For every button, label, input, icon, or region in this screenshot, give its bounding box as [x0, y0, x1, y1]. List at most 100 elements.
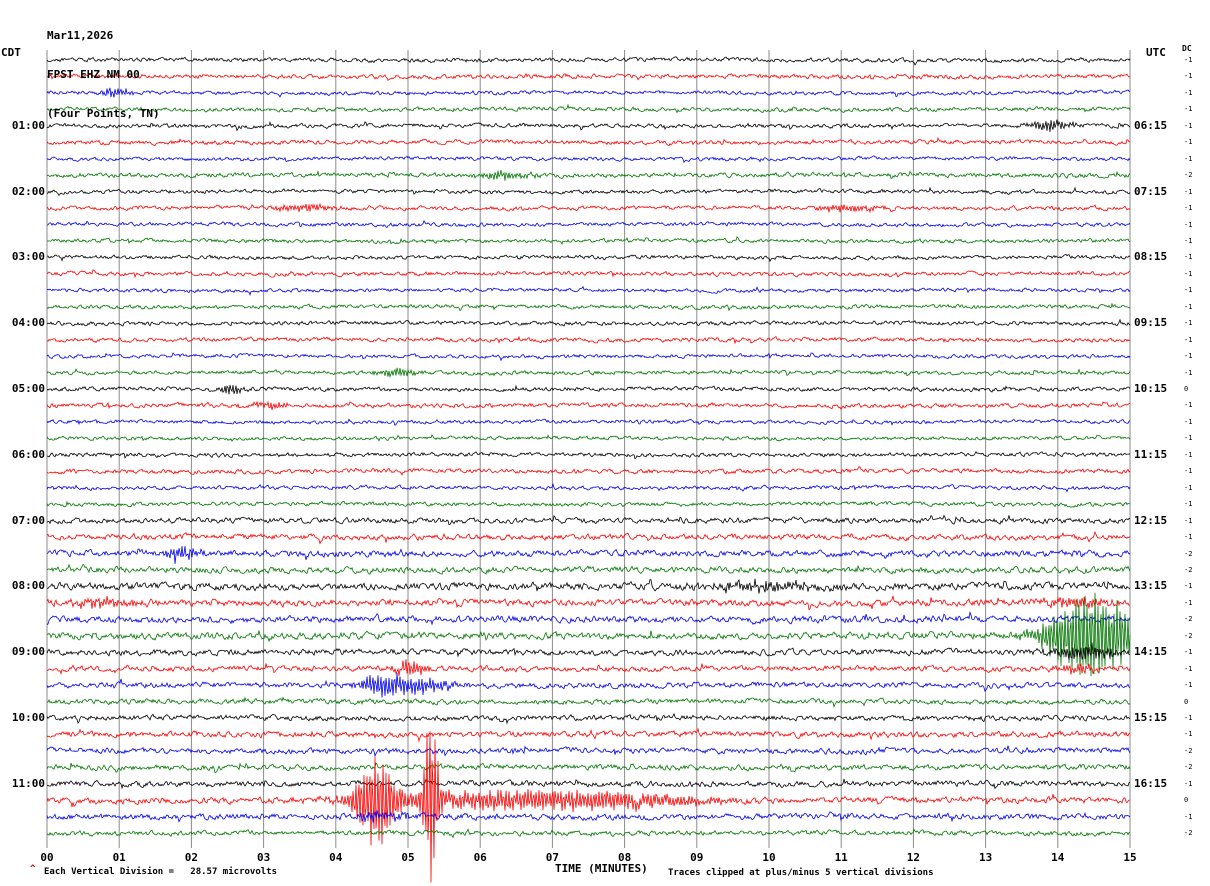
seismogram-trace-row-7: [46, 169, 1131, 181]
clipping-note: Traces clipped at plus/minus 5 vertical …: [668, 868, 934, 878]
seismogram-trace-row-34: [46, 610, 1131, 626]
x-tick-label: 04: [329, 851, 343, 864]
left-time-label: 01:00: [11, 118, 45, 132]
seismogram-trace-row-39: [46, 696, 1131, 708]
dc-offset-value: 0: [1184, 796, 1189, 805]
left-time-label: 05:00: [11, 382, 45, 395]
seismogram-trace-row-2: [46, 87, 1131, 98]
vertical-scale-note: Each Vertical Division = 28.57 microvolt…: [44, 867, 277, 877]
x-tick-label: 11: [834, 851, 848, 864]
seismogram-trace-row-6: [46, 155, 1131, 164]
seismogram-trace-row-13: [46, 269, 1131, 279]
seismogram-trace-row-40: [46, 712, 1131, 725]
seismogram-trace-row-3: [46, 103, 1131, 114]
right-timezone-label: UTC: [1146, 46, 1166, 59]
dc-offset-header: DC: [1182, 44, 1192, 53]
header-station: FPST EHZ NM 00: [47, 68, 140, 81]
x-tick-label: 06: [473, 851, 487, 864]
seismogram-trace-row-43: [46, 762, 1131, 774]
seismogram-trace-row-25: [46, 466, 1131, 476]
dc-offset-value: -1: [1184, 286, 1193, 295]
dc-offset-value: -1: [1184, 335, 1193, 344]
x-tick-label: 05: [401, 851, 415, 864]
seismogram-trace-row-38: [46, 673, 1131, 698]
dc-offset-value: -2: [1184, 171, 1193, 180]
dc-offset-value: -1: [1184, 533, 1193, 542]
seismogram-trace-row-0: [46, 56, 1131, 66]
seismogram-trace-row-16: [46, 318, 1131, 327]
dc-offset-value: -1: [1184, 434, 1193, 443]
dc-offset-value: -1: [1184, 401, 1193, 410]
dc-offset-value: -2: [1184, 549, 1193, 558]
seismogram-trace-row-45: [46, 731, 1130, 883]
left-time-label: 03:00: [11, 250, 45, 264]
x-tick-label: 02: [184, 851, 199, 864]
right-time-label: 07:15: [1134, 184, 1168, 198]
seismogram-trace-row-36: [46, 642, 1131, 660]
dc-offset-value: -1: [1184, 467, 1193, 476]
dc-offset-value: -1: [1184, 187, 1193, 196]
left-time-label: 07:00: [11, 513, 45, 527]
seismogram-trace-row-47: [46, 828, 1131, 839]
dc-offset-value: -2: [1184, 746, 1193, 755]
seismogram-trace-row-20: [46, 384, 1131, 395]
seismogram-trace-row-18: [46, 352, 1131, 362]
red-tick-mark: ^: [30, 864, 36, 874]
dc-offset-value: -1: [1184, 72, 1193, 81]
seismogram-trace-row-24: [46, 450, 1131, 460]
x-axis-title: TIME (MINUTES): [555, 862, 648, 875]
header-date: Mar11,2026: [47, 29, 114, 42]
seismogram-trace-row-29: [46, 530, 1131, 545]
seismogram-trace-row-41: [46, 727, 1131, 743]
right-time-label: 09:15: [1134, 316, 1168, 330]
header-location: (Four Points, TN): [47, 107, 160, 120]
seismogram-trace-row-46: [46, 809, 1131, 823]
seismogram-trace-row-5: [46, 136, 1131, 147]
seismogram-trace-row-31: [46, 563, 1131, 575]
dc-offset-value: -1: [1184, 779, 1193, 788]
dc-offset-value: -1: [1184, 730, 1193, 739]
right-time-label: 08:15: [1134, 250, 1168, 264]
dc-offset-value: -1: [1184, 664, 1193, 673]
dc-offset-value: -2: [1184, 829, 1193, 838]
dc-offset-value: -1: [1184, 138, 1193, 147]
seismogram-trace-row-4: [46, 119, 1131, 132]
dc-offset-value: -1: [1184, 56, 1193, 64]
dc-offset-value: -1: [1184, 648, 1193, 657]
seismogram-trace-row-17: [46, 335, 1131, 345]
x-tick-label: 07: [545, 851, 560, 864]
seismogram-trace-row-11: [46, 236, 1131, 245]
right-time-label: 16:15: [1134, 776, 1168, 790]
seismogram-trace-row-22: [46, 418, 1131, 426]
seismogram-trace-row-8: [46, 186, 1131, 196]
seismogram-trace-row-9: [46, 202, 1131, 214]
right-time-label: 13:15: [1134, 579, 1168, 593]
left-timezone-label: CDT: [1, 46, 21, 59]
seismogram-trace-row-10: [46, 219, 1131, 229]
dc-offset-value: -1: [1184, 121, 1193, 130]
dc-offset-value: 0: [1184, 385, 1189, 393]
seismogram-trace-row-26: [46, 482, 1131, 493]
seismogram-trace-row-44: [46, 778, 1131, 790]
seismogram-trace-row-42: [46, 745, 1131, 758]
dc-offset-value: -2: [1184, 565, 1193, 574]
dc-offset-value: -1: [1184, 253, 1193, 262]
x-tick-label: 01: [112, 851, 126, 864]
seismogram-trace-row-14: [46, 285, 1131, 297]
x-tick-label: 12: [906, 851, 921, 864]
right-time-label: 11:15: [1134, 447, 1168, 461]
left-time-label: 08:00: [11, 579, 45, 593]
dc-offset-value: -1: [1184, 516, 1193, 525]
dc-offset-value: -1: [1184, 269, 1193, 278]
x-tick-label: 08: [617, 851, 632, 864]
dc-offset-value: -1: [1184, 681, 1193, 690]
dc-offset-value: -1: [1184, 302, 1193, 311]
dc-offset-value: -1: [1184, 582, 1193, 591]
dc-offset-value: -1: [1184, 812, 1193, 821]
right-time-label: 10:15: [1134, 382, 1168, 395]
right-time-label: 15:15: [1134, 711, 1168, 724]
dc-offset-value: -1: [1184, 368, 1193, 377]
dc-offset-value: -1: [1184, 714, 1193, 722]
x-tick-label: 03: [256, 851, 271, 864]
dc-offset-value: -1: [1184, 483, 1193, 492]
